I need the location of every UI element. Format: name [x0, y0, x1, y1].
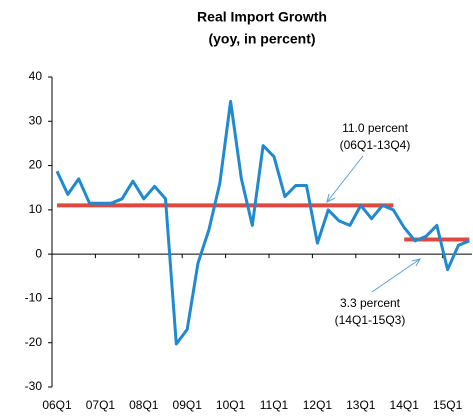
x-tick-label: 09Q1	[173, 398, 203, 412]
chart-subtitle: (yoy, in percent)	[208, 31, 315, 47]
x-tick-label: 06Q1	[42, 398, 72, 412]
annotation: 3.3 percent	[340, 296, 401, 310]
arrow	[326, 155, 364, 203]
x-tick-label: 12Q1	[303, 398, 333, 412]
x-tick-label: 14Q1	[390, 398, 420, 412]
annotation: (14Q1-15Q3)	[335, 313, 406, 327]
arrow-head	[411, 258, 422, 267]
x-tick-label: 07Q1	[86, 398, 116, 412]
x-tick-label: 15Q1	[433, 398, 463, 412]
y-tick-label: -10	[25, 291, 43, 305]
arrow-head	[326, 193, 336, 203]
x-tick-label: 08Q1	[129, 398, 159, 412]
arrow	[371, 258, 421, 293]
y-tick-label: -20	[25, 335, 43, 349]
y-tick-label: 40	[29, 69, 43, 83]
x-tick-label: 11Q1	[260, 398, 289, 412]
y-tick-label: 0	[35, 246, 42, 260]
y-tick-label: -30	[25, 379, 43, 393]
data-line	[55, 99, 470, 346]
annotation: (06Q1-13Q4)	[340, 138, 411, 152]
chart-title: Real Import Growth	[197, 9, 327, 25]
y-tick-label: 20	[29, 158, 43, 172]
x-tick-label: 10Q1	[216, 398, 246, 412]
annotation: 11.0 percent	[342, 121, 408, 135]
y-tick-label: 30	[29, 113, 43, 127]
y-tick-label: 10	[29, 202, 43, 216]
x-tick-label: 13Q1	[346, 398, 376, 412]
